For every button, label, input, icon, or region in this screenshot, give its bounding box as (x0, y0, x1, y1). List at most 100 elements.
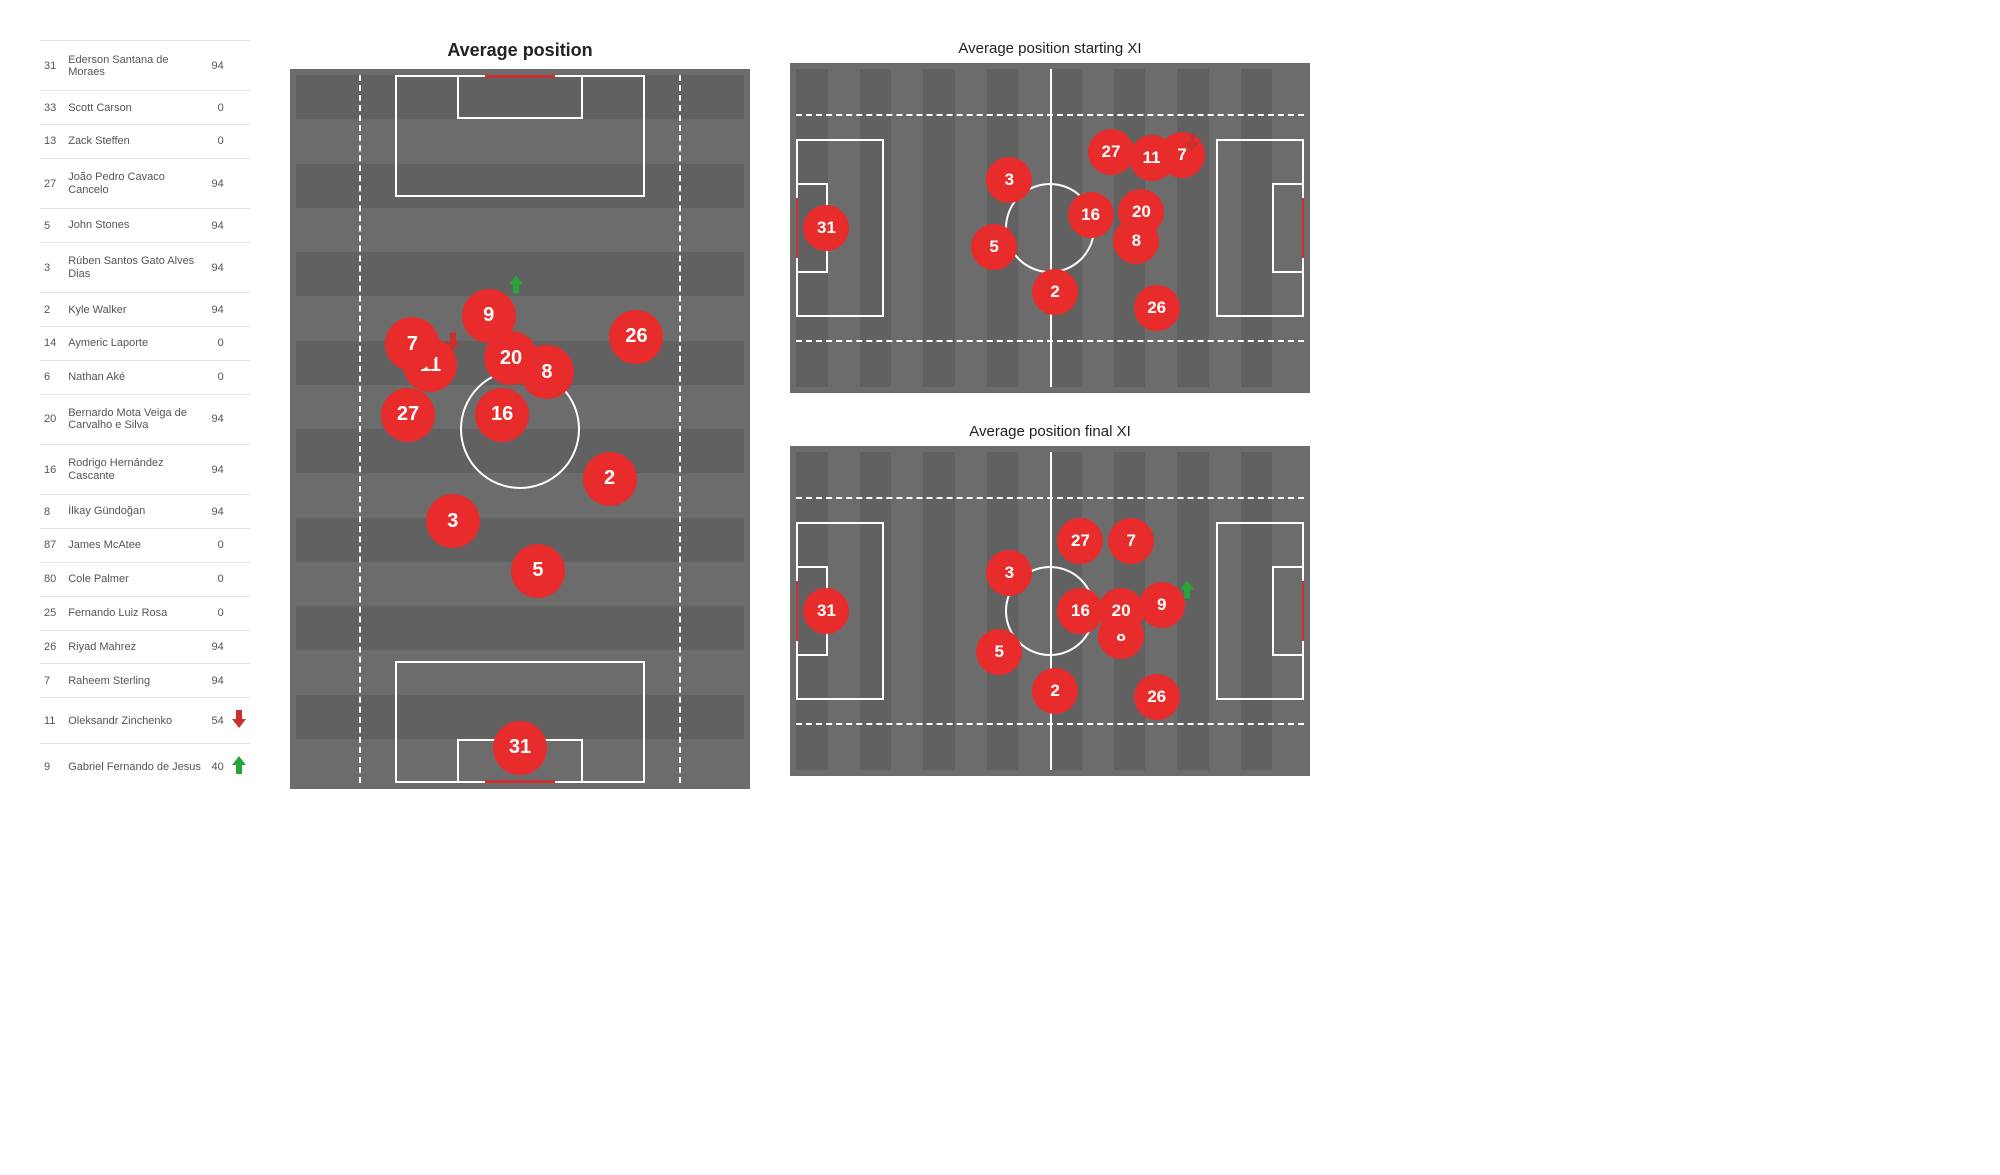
row-name: João Pedro Cavaco Cancelo (64, 158, 205, 208)
roster-body: 31 Ederson Santana de Moraes 94 33 Scott… (40, 41, 250, 790)
row-sub-icon (228, 664, 250, 698)
roster-row: 5 John Stones 94 (40, 209, 250, 243)
row-minutes: 0 (206, 596, 228, 630)
row-minutes: 0 (206, 327, 228, 361)
row-number: 14 (40, 327, 64, 361)
roster-row: 33 Scott Carson 0 (40, 91, 250, 125)
row-minutes: 0 (206, 562, 228, 596)
row-sub-icon (228, 41, 250, 91)
final-block: Average position final XI 31523268162092… (790, 423, 1310, 776)
row-number: 5 (40, 209, 64, 243)
row-minutes: 0 (206, 91, 228, 125)
player-dot: 16 (1068, 192, 1114, 238)
roster-row: 27 João Pedro Cavaco Cancelo 94 (40, 158, 250, 208)
row-minutes: 0 (206, 125, 228, 159)
roster-row: 8 İlkay Gündoğan 94 (40, 495, 250, 529)
roster-row: 6 Nathan Aké 0 (40, 360, 250, 394)
row-sub-icon (228, 744, 250, 789)
row-sub-icon (228, 209, 250, 243)
starting-block: Average position starting XI 31523268162… (790, 40, 1310, 393)
player-dot: 26 (1134, 674, 1180, 720)
row-number: 33 (40, 91, 64, 125)
roster-row: 9 Gabriel Fernando de Jesus 40 (40, 744, 250, 789)
player-dot: 5 (976, 629, 1022, 675)
row-minutes: 94 (206, 293, 228, 327)
starting-title: Average position starting XI (790, 40, 1310, 57)
row-minutes: 94 (206, 242, 228, 292)
row-name: Raheem Sterling (64, 664, 205, 698)
player-dot: 2 (583, 452, 637, 506)
main-title: Average position (447, 40, 592, 61)
player-dot: 9 (1139, 582, 1185, 628)
player-dot: 27 (381, 388, 435, 442)
player-dot: 5 (971, 224, 1017, 270)
row-number: 25 (40, 596, 64, 630)
main-pitch-column: Average position 315321627820117926 (290, 40, 750, 789)
row-sub-icon (228, 444, 250, 494)
row-name: James McAtee (64, 528, 205, 562)
sub-arrow-icon (1185, 134, 1199, 157)
row-number: 31 (40, 41, 64, 91)
row-name: Zack Steffen (64, 125, 205, 159)
player-dot: 2 (1032, 269, 1078, 315)
sub-arrow-icon (1180, 580, 1194, 603)
row-name: Rúben Santos Gato Alves Dias (64, 242, 205, 292)
row-number: 6 (40, 360, 64, 394)
player-dot: 9 (462, 289, 516, 343)
row-name: Bernardo Mota Veiga de Carvalho e Silva (64, 394, 205, 444)
row-number: 11 (40, 698, 64, 744)
row-number: 16 (40, 444, 64, 494)
row-sub-icon (228, 242, 250, 292)
row-minutes: 0 (206, 360, 228, 394)
player-dot: 3 (986, 550, 1032, 596)
row-minutes: 94 (206, 630, 228, 664)
player-dot: 7 (385, 317, 439, 371)
roster-row: 3 Rúben Santos Gato Alves Dias 94 (40, 242, 250, 292)
player-dot: 31 (803, 205, 849, 251)
row-minutes: 40 (206, 744, 228, 789)
main-pitch: 315321627820117926 (290, 69, 750, 789)
roster-row: 2 Kyle Walker 94 (40, 293, 250, 327)
row-sub-icon (228, 698, 250, 744)
row-minutes: 94 (206, 41, 228, 91)
row-number: 13 (40, 125, 64, 159)
row-minutes: 94 (206, 495, 228, 529)
row-sub-icon (228, 158, 250, 208)
row-number: 2 (40, 293, 64, 327)
row-name: John Stones (64, 209, 205, 243)
row-minutes: 94 (206, 209, 228, 243)
roster-table: 31 Ederson Santana de Moraes 94 33 Scott… (40, 40, 250, 789)
row-number: 27 (40, 158, 64, 208)
row-name: Kyle Walker (64, 293, 205, 327)
row-sub-icon (228, 596, 250, 630)
row-minutes: 94 (206, 444, 228, 494)
roster-row: 13 Zack Steffen 0 (40, 125, 250, 159)
player-dot: 20 (1118, 189, 1164, 235)
player-dot: 26 (609, 310, 663, 364)
roster-row: 11 Oleksandr Zinchenko 54 (40, 698, 250, 744)
row-minutes: 94 (206, 158, 228, 208)
player-dot: 27 (1088, 129, 1134, 175)
row-name: İlkay Gündoğan (64, 495, 205, 529)
row-name: Rodrigo Hernández Cascante (64, 444, 205, 494)
row-number: 20 (40, 394, 64, 444)
roster-row: 16 Rodrigo Hernández Cascante 94 (40, 444, 250, 494)
row-sub-icon (228, 562, 250, 596)
row-minutes: 94 (206, 394, 228, 444)
roster-row: 31 Ederson Santana de Moraes 94 (40, 41, 250, 91)
row-sub-icon (228, 360, 250, 394)
roster-row: 87 James McAtee 0 (40, 528, 250, 562)
side-pitches-column: Average position starting XI 31523268162… (790, 40, 1310, 789)
row-name: Ederson Santana de Moraes (64, 41, 205, 91)
sub-arrow-icon (509, 276, 523, 299)
row-sub-icon (228, 125, 250, 159)
final-pitch: 3152326816209277 (790, 446, 1310, 776)
row-minutes: 54 (206, 698, 228, 744)
row-sub-icon (228, 293, 250, 327)
player-dot: 31 (803, 588, 849, 634)
row-sub-icon (228, 630, 250, 664)
sub-arrow-icon (446, 333, 460, 356)
row-sub-icon (228, 394, 250, 444)
roster-row: 7 Raheem Sterling 94 (40, 664, 250, 698)
player-dot: 16 (475, 388, 529, 442)
